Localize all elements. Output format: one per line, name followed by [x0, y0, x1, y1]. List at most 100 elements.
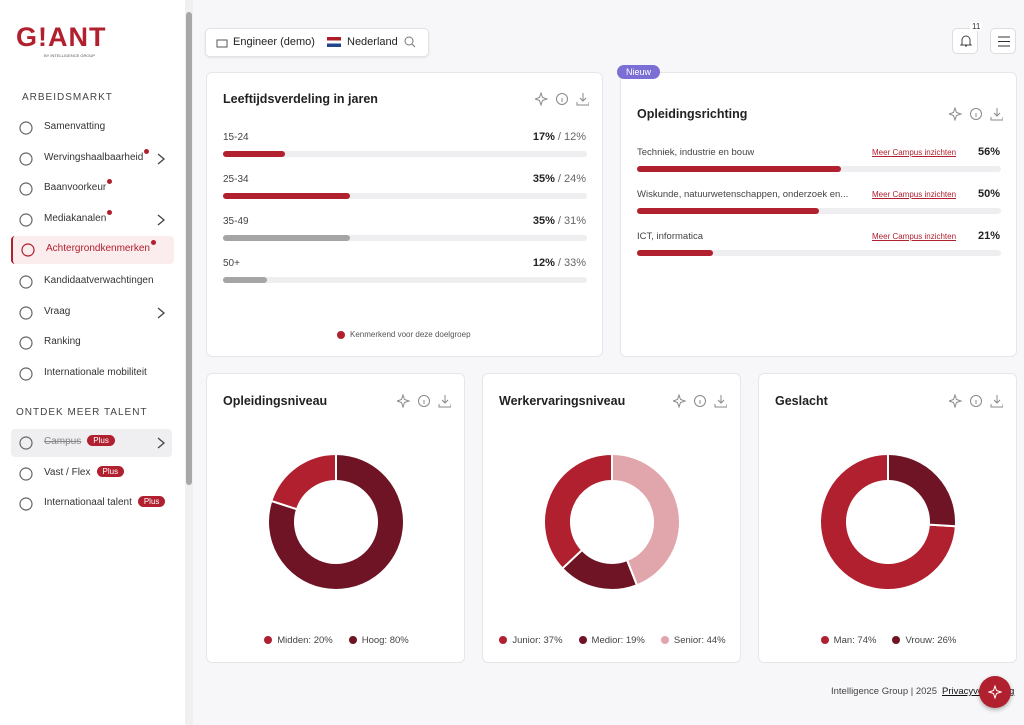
nav-item[interactable]: Wervingshaalbaarheid	[11, 145, 172, 173]
nav-icon	[19, 336, 33, 350]
nav-label: Ranking	[44, 336, 81, 347]
campus-link[interactable]: Meer Campus inzichten	[872, 190, 957, 199]
legend-item: Vrouw: 26%	[892, 635, 956, 646]
campus-link[interactable]: Meer Campus inzichten	[872, 232, 957, 241]
nav-icon	[19, 436, 33, 450]
role: Engineer (demo)	[233, 36, 315, 48]
plus-badge: Plus	[87, 435, 115, 446]
row-values: 12%/ 33%	[533, 257, 586, 269]
legend: Junior: 37% Medior: 19% Senior: 44%	[483, 635, 742, 646]
card-title: Geslacht	[775, 394, 828, 408]
sidebar: G!ANT BY INTELLIGENCE GROUP ARBEIDSMARKT Sa…	[0, 0, 185, 725]
donut-chart	[543, 452, 681, 591]
donut-card: Geslacht Man: 74% Vrouw: 26%	[758, 373, 1017, 663]
row-label: ICT, informatica	[637, 231, 703, 242]
nav-item[interactable]: Achtergrondkenmerken	[11, 236, 174, 264]
search-icon	[404, 36, 416, 48]
legend-item: Man: 74%	[820, 635, 877, 646]
age-card: Leeftijdsverdeling in jaren 15-24 17%/ 12%…	[206, 72, 603, 357]
nav-item[interactable]: Baanvoorkeur	[11, 175, 172, 203]
legend-item: Medior: 19%	[578, 635, 645, 646]
legend-item: Hoog: 80%	[348, 635, 409, 646]
donut-chart	[267, 452, 405, 591]
donut-segment	[819, 452, 957, 591]
nav-icon	[19, 151, 33, 166]
row-values: 35%/ 24%	[533, 173, 586, 185]
row-values: 35%/ 31%	[533, 215, 586, 227]
plus-badge: Plus	[137, 496, 166, 507]
legend-dot	[660, 636, 669, 644]
nav-icon	[19, 212, 33, 227]
row-value: 35%	[532, 173, 555, 185]
row-value: 21%	[977, 230, 1000, 242]
menu-icon	[998, 36, 1010, 47]
section-title: ARBEIDSMARKT	[22, 92, 113, 103]
nav-icon	[19, 305, 33, 320]
nav-icon	[19, 497, 33, 511]
row-value: 56%	[977, 146, 1000, 158]
nav-item[interactable]: Vast / Flex Plus	[11, 460, 172, 488]
notification-count: 11	[970, 22, 983, 31]
row-compare: / 12%	[557, 131, 586, 143]
campus-link[interactable]: Meer Campus inzichten	[872, 148, 957, 157]
assistant-button[interactable]	[979, 676, 1011, 708]
donut-segment	[611, 452, 681, 587]
legend-label: Junior: 37%	[512, 635, 563, 646]
nav-item[interactable]: Internationale mobiliteit	[11, 360, 172, 388]
row-value: 17%	[532, 131, 555, 143]
nav-item[interactable]: Kandidaatverwachtingen	[11, 268, 172, 296]
donut-card: Werkervaringsniveau Junior: 37% Medior: 19…	[482, 373, 741, 663]
nav-item[interactable]: Vraag	[11, 299, 172, 327]
logo: G!ANT	[16, 22, 107, 52]
row-compare: / 24%	[557, 173, 586, 185]
bar-track	[637, 208, 1001, 214]
nav-item[interactable]: Internationaal talent Plus	[11, 490, 172, 518]
legend-label: Kenmerkend voor deze doelgroep	[350, 330, 471, 339]
row-label: 25-34	[223, 174, 249, 185]
row-compare: / 33%	[557, 257, 586, 269]
nav-item[interactable]: Ranking	[11, 329, 172, 357]
card-tools	[397, 394, 451, 408]
nav-label: Wervingshaalbaarheid	[44, 151, 144, 163]
nav-label: Vraag	[44, 305, 71, 317]
menu-button[interactable]	[990, 28, 1016, 54]
filter-bar[interactable]: Engineer (demo) Nederland	[205, 28, 429, 57]
row-values: 17%/ 12%	[533, 131, 586, 143]
legend-label: Man: 74%	[833, 635, 877, 646]
legend-label: Medior: 19%	[591, 635, 645, 646]
nav-item[interactable]: Mediakanalen	[11, 206, 172, 234]
legend-dot	[820, 636, 829, 644]
plus-badge: Plus	[96, 465, 125, 477]
nav-icon	[19, 121, 33, 135]
row-label: Wiskunde, natuurwetenschappen, onderzoek…	[637, 189, 849, 200]
chevron	[157, 437, 166, 449]
row-label: 15-24	[223, 132, 249, 143]
card-tools	[949, 107, 1003, 121]
donut-chart	[819, 452, 957, 591]
row-value: 35%	[532, 215, 555, 227]
nav-label: Internationale mobiliteit	[44, 366, 147, 378]
bar	[223, 235, 351, 241]
notification-button[interactable]	[952, 28, 978, 54]
scrollbar-thumb	[186, 12, 192, 485]
legend: Man: 74% Vrouw: 26%	[759, 635, 1018, 646]
row-compare: / 31%	[557, 215, 586, 227]
nav-label: Baanvoorkeur	[44, 182, 107, 193]
nav-item[interactable]: Campus Plus	[11, 429, 172, 457]
bell-icon	[960, 35, 972, 47]
bar-track	[223, 151, 587, 157]
education-card: Opleidingsrichting Techniek, industrie en…	[620, 72, 1017, 357]
donut-segment	[887, 452, 957, 528]
legend-item: Senior: 44%	[660, 635, 726, 646]
logo-subtitle: BY INTELLIGENCE GROUP	[44, 53, 96, 58]
row-label: Techniek, industrie en bouw	[637, 147, 755, 158]
footer: Intelligence Group | 2025 Privacyverklari…	[831, 686, 1014, 697]
donut-segment	[270, 452, 337, 511]
legend-dot	[348, 636, 357, 644]
legend-item: Midden: 20%	[264, 635, 333, 646]
card-title: Opleidingsniveau	[223, 394, 328, 408]
bar	[637, 166, 841, 172]
bar-track	[637, 250, 1001, 256]
nav-item[interactable]: Samenvatting	[11, 114, 172, 142]
privacy-link[interactable]: Privacyverklaring	[942, 686, 1014, 697]
